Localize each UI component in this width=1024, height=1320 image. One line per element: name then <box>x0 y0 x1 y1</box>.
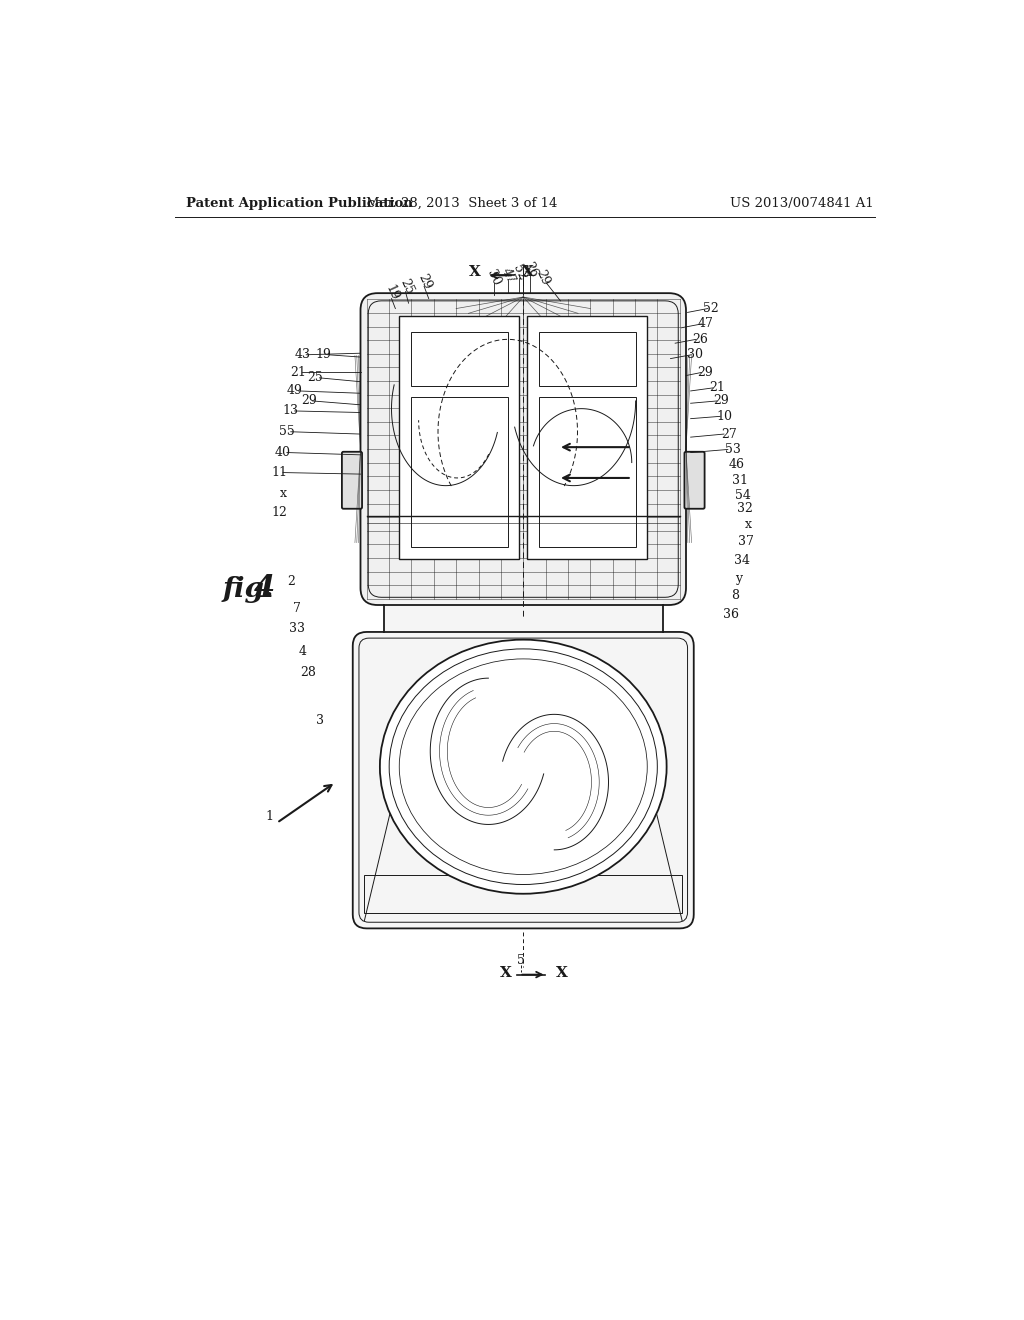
Text: 36: 36 <box>723 607 739 620</box>
Text: 3: 3 <box>316 714 325 727</box>
Text: 53: 53 <box>725 444 740 455</box>
Text: 37: 37 <box>737 536 754 548</box>
Text: US 2013/0074841 A1: US 2013/0074841 A1 <box>730 197 874 210</box>
Text: 10: 10 <box>717 409 733 422</box>
Text: 40: 40 <box>275 446 291 459</box>
Text: 21: 21 <box>709 381 725 395</box>
Text: 28: 28 <box>300 667 315 680</box>
Text: 11: 11 <box>271 466 287 479</box>
Text: X: X <box>522 265 534 280</box>
Text: 4: 4 <box>254 573 274 603</box>
Text: 25: 25 <box>397 277 416 297</box>
Text: 5: 5 <box>517 954 525 968</box>
Text: 12: 12 <box>271 506 287 519</box>
Text: 26: 26 <box>521 260 540 280</box>
Text: 43: 43 <box>294 348 310 362</box>
Text: 8: 8 <box>731 589 739 602</box>
Text: 34: 34 <box>734 554 750 566</box>
Text: 54: 54 <box>734 490 751 502</box>
Text: 29: 29 <box>713 395 729 408</box>
Text: 33: 33 <box>289 622 305 635</box>
Text: 21: 21 <box>291 366 306 379</box>
Bar <box>365 874 682 913</box>
FancyBboxPatch shape <box>342 451 362 508</box>
Text: 19: 19 <box>382 284 400 304</box>
Text: 29: 29 <box>697 366 714 379</box>
Text: 55: 55 <box>279 425 295 438</box>
Text: 2: 2 <box>287 576 295 589</box>
FancyBboxPatch shape <box>352 632 693 928</box>
Text: y: y <box>735 572 742 585</box>
Text: 30: 30 <box>687 348 703 362</box>
Text: 29: 29 <box>534 268 552 288</box>
Text: 1: 1 <box>265 810 273 824</box>
Text: 47: 47 <box>697 317 714 330</box>
Text: X: X <box>556 966 568 979</box>
Text: x: x <box>280 487 287 500</box>
Text: 52: 52 <box>510 263 528 282</box>
Text: Patent Application Publication: Patent Application Publication <box>186 197 413 210</box>
Text: 29: 29 <box>416 272 434 292</box>
Text: 19: 19 <box>315 348 331 362</box>
Bar <box>411 331 508 385</box>
Text: 4: 4 <box>298 644 306 657</box>
Text: 49: 49 <box>287 384 302 397</box>
Text: 52: 52 <box>702 302 719 315</box>
Bar <box>539 331 636 385</box>
Bar <box>411 397 508 548</box>
Text: 25: 25 <box>307 371 324 384</box>
Text: X: X <box>501 966 512 979</box>
Bar <box>539 397 636 548</box>
Text: 27: 27 <box>721 428 736 441</box>
Ellipse shape <box>380 640 667 894</box>
Text: Mar. 28, 2013  Sheet 3 of 14: Mar. 28, 2013 Sheet 3 of 14 <box>366 197 557 210</box>
Text: X: X <box>469 265 481 280</box>
Text: x: x <box>744 517 752 531</box>
Text: 47: 47 <box>499 265 517 285</box>
Text: 31: 31 <box>732 474 749 487</box>
Text: 30: 30 <box>484 268 503 288</box>
Text: 32: 32 <box>737 502 753 515</box>
Bar <box>384 601 663 636</box>
FancyBboxPatch shape <box>684 451 705 508</box>
Text: 13: 13 <box>283 404 299 417</box>
FancyBboxPatch shape <box>360 293 686 605</box>
Text: 46: 46 <box>728 458 744 471</box>
Text: 7: 7 <box>293 602 301 615</box>
Text: 29: 29 <box>301 395 316 408</box>
Text: fig.: fig. <box>222 576 274 603</box>
Bar <box>527 317 647 558</box>
Bar <box>399 317 519 558</box>
Text: 26: 26 <box>692 333 708 346</box>
